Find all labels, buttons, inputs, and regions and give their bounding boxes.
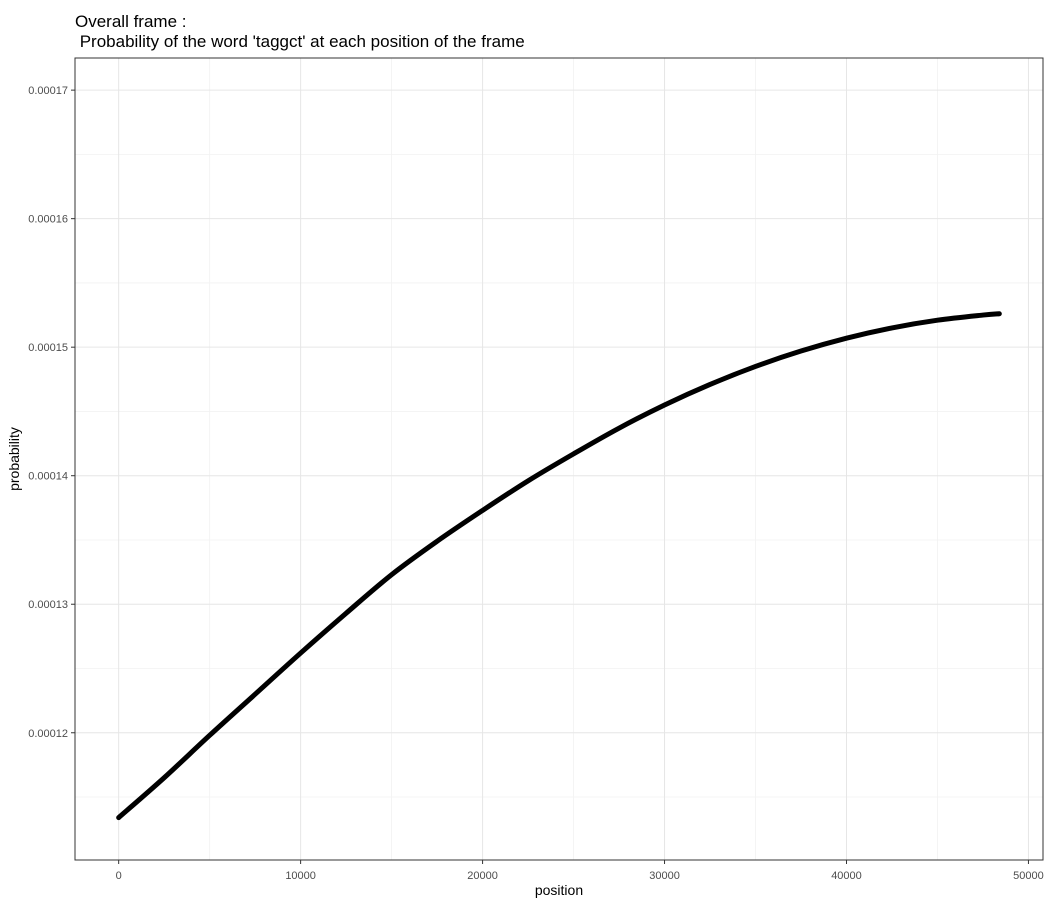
x-tick-label: 50000 — [1013, 870, 1044, 882]
x-tick-label: 0 — [116, 870, 122, 882]
y-tick-label: 0.00012 — [28, 728, 68, 740]
x-tick-label: 40000 — [831, 870, 862, 882]
y-tick-label: 0.00015 — [28, 342, 68, 354]
axes: 0 10000 20000 30000 40000 50000 0.00012 0.00013… — [28, 85, 1044, 882]
x-axis-title: position — [535, 882, 583, 898]
y-tick-label: 0.00016 — [28, 214, 68, 226]
chart-title: Overall frame : — [75, 12, 186, 31]
x-tick-label: 10000 — [285, 870, 316, 882]
y-axis-title: probability — [6, 427, 22, 491]
chart-subtitle: Probability of the word 'taggct' at each… — [75, 32, 525, 51]
x-tick-label: 30000 — [649, 870, 680, 882]
grid — [75, 58, 1043, 860]
panel-border — [74, 57, 1044, 861]
x-tick-label: 20000 — [467, 870, 498, 882]
series-line — [116, 311, 1002, 821]
y-tick-label: 0.00017 — [28, 85, 68, 97]
y-tick-label: 0.00013 — [28, 599, 68, 611]
data-layer — [116, 311, 1002, 821]
y-tick-label: 0.00014 — [28, 471, 68, 483]
